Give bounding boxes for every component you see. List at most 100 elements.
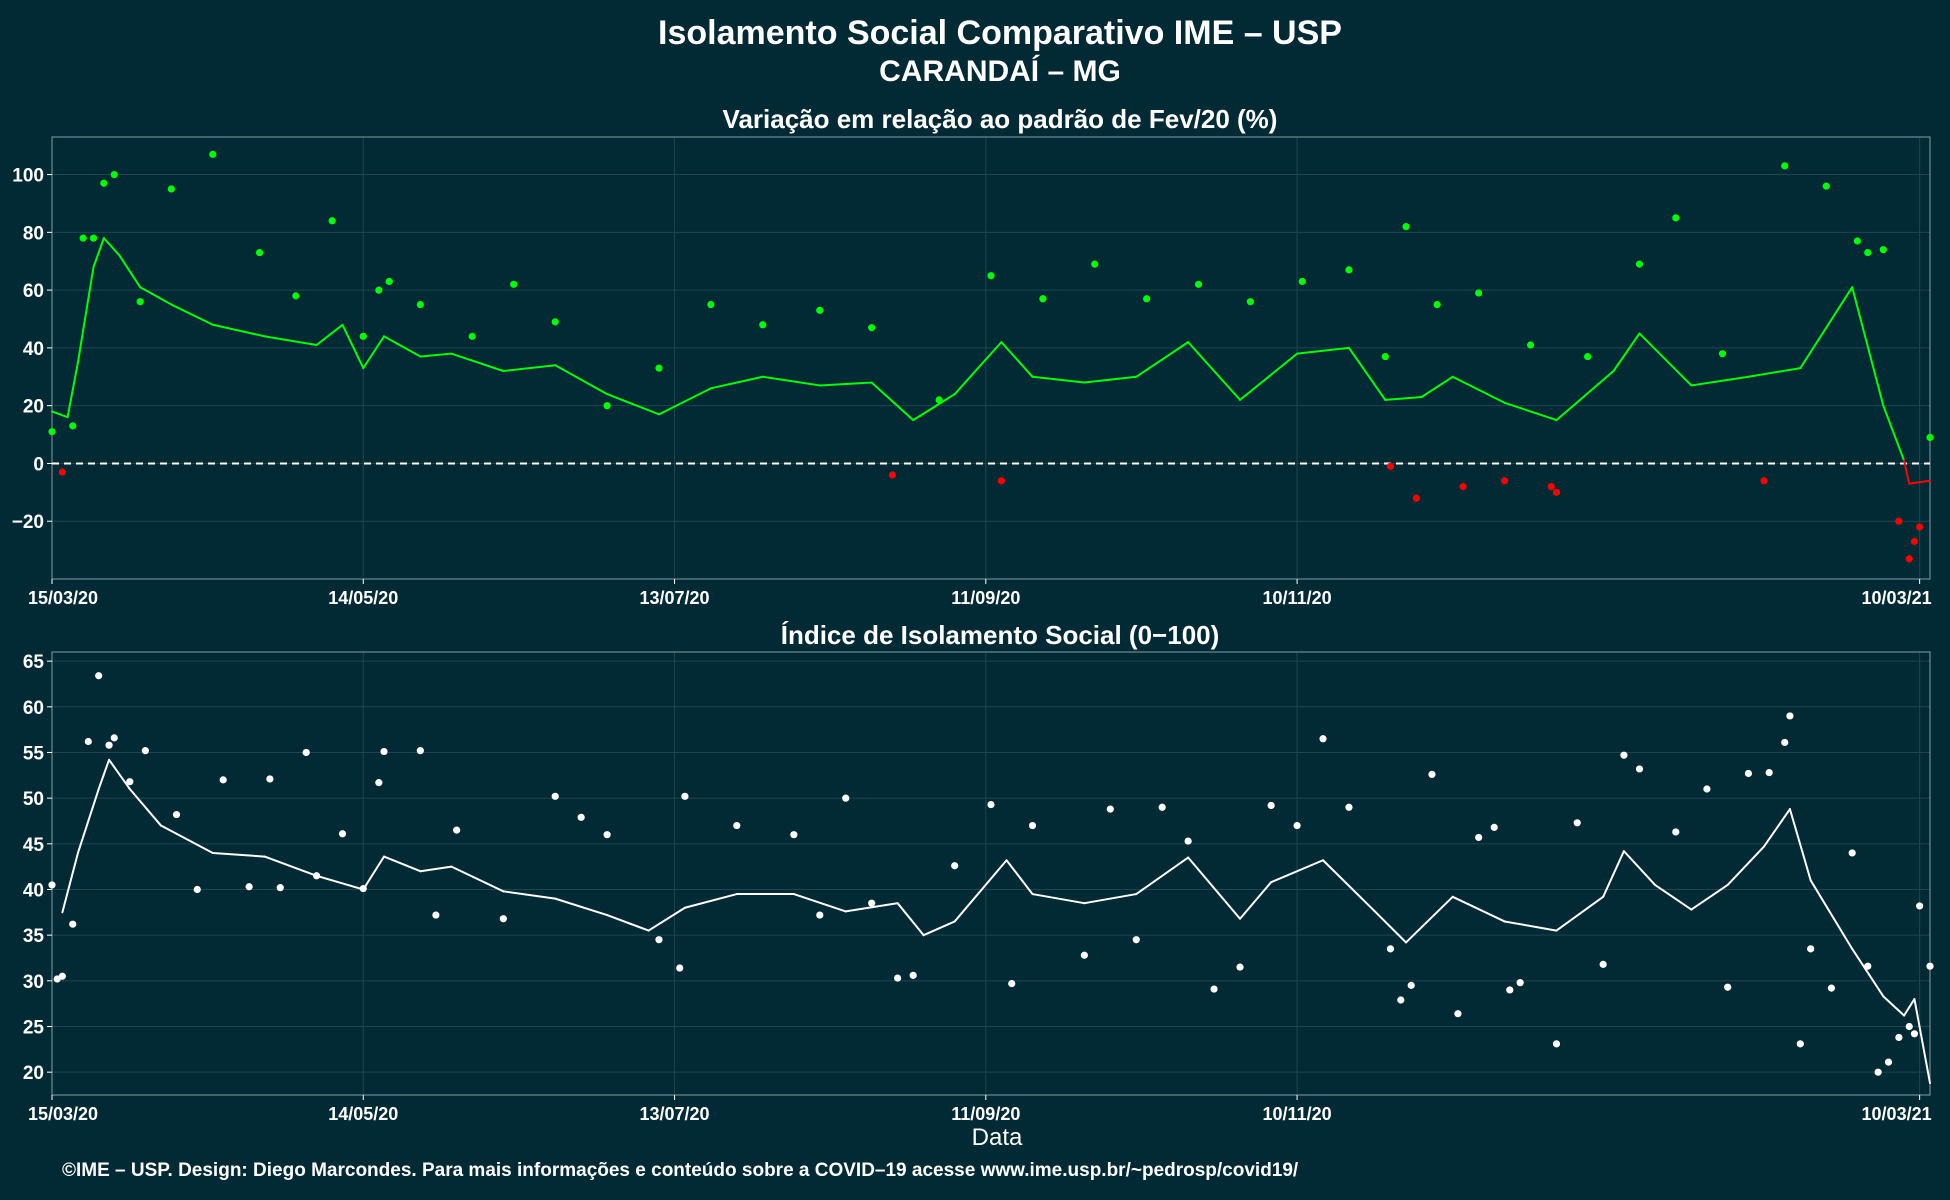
data-point (1879, 246, 1887, 254)
data-point (1744, 769, 1753, 778)
moving-average-segment (1373, 910, 1408, 944)
x-tick-label: 15/03/20 (28, 1104, 98, 1124)
moving-average-segment (1420, 375, 1454, 398)
moving-average-segment (1747, 367, 1802, 378)
data-point (328, 217, 336, 225)
data-point (292, 292, 300, 300)
data-point (868, 899, 876, 907)
moving-average-segment (1083, 375, 1138, 384)
moving-average-segment (647, 906, 686, 932)
data-point (1412, 494, 1421, 502)
moving-average-segment (1270, 859, 1325, 884)
data-point (1433, 300, 1441, 309)
data-point (1475, 289, 1483, 297)
moving-average-segment (792, 893, 847, 913)
x-tick-label: 15/03/20 (28, 588, 98, 608)
data-point (1884, 1058, 1893, 1066)
data-point (894, 974, 902, 982)
data-point (1080, 951, 1088, 959)
moving-average-segment (61, 851, 79, 914)
data-point (359, 332, 367, 340)
variation-panel: −20 0 20 40 60 80 100 15/03/20 14/05/20 13/07/20 1… (12, 136, 1934, 608)
x-tick-label: 14/05/20 (328, 588, 398, 608)
data-point (1397, 996, 1405, 1004)
moving-average-segment (108, 758, 131, 791)
data-point (416, 747, 424, 755)
moving-average-segment (263, 335, 318, 346)
x-tick-label: 11/09/20 (951, 1104, 1020, 1124)
data-point (1039, 295, 1047, 303)
data-point (1386, 462, 1395, 470)
moving-average-segment (383, 335, 422, 358)
data-point (126, 778, 134, 786)
y-tick-label: 60 (23, 698, 44, 719)
moving-average-segment (383, 855, 422, 873)
moving-average-segment (1612, 332, 1641, 372)
data-point (1552, 1040, 1561, 1048)
data-point (707, 300, 715, 309)
moving-average-segment (1882, 995, 1906, 1017)
moving-average-segment (683, 893, 738, 909)
y-tick-label: 20 (23, 1063, 44, 1084)
data-point (1827, 984, 1836, 992)
moving-average-segment (606, 393, 660, 416)
data-point (468, 332, 476, 340)
moving-average-segment (1031, 375, 1086, 384)
plot-frame (51, 136, 1931, 580)
data-point (1293, 821, 1301, 830)
moving-average-segment (128, 788, 162, 827)
moving-average-segment (953, 859, 1008, 923)
data-point (453, 826, 461, 834)
x-tick-label: 14/05/20 (328, 1104, 398, 1124)
moving-average-segment (102, 237, 121, 257)
data-point (1407, 981, 1415, 989)
data-point (1490, 823, 1498, 831)
data-point (1926, 962, 1934, 970)
data-point (1620, 751, 1628, 759)
moving-average-segment (870, 381, 915, 422)
moving-average-segment (76, 266, 95, 364)
data-point (1386, 945, 1395, 953)
moving-average-segment (761, 375, 821, 387)
data-point (1516, 979, 1524, 987)
moving-average-segment (1602, 850, 1625, 898)
data-point (676, 964, 684, 972)
index-panel: 20 25 30 35 40 45 50 55 60 65 15/03/20 14/05/20 13/0… (23, 651, 1934, 1124)
data-point (1895, 1033, 1903, 1042)
moving-average-segment (76, 788, 100, 854)
panel1-title: Variação em relação ao padrão de Fev/20 … (723, 104, 1278, 134)
data-point (1091, 260, 1099, 268)
data-point (1547, 482, 1555, 491)
moving-average-segment (450, 352, 505, 372)
y-tick-label: 50 (23, 789, 44, 810)
data-point (1500, 477, 1509, 485)
data-point (172, 810, 181, 819)
data-point (655, 936, 663, 944)
moving-average-segment (1031, 893, 1086, 905)
data-point (359, 884, 367, 893)
x-tick-label: 10/11/20 (1263, 588, 1332, 608)
y-tick-label: 65 (23, 652, 45, 673)
data-point (1194, 280, 1203, 288)
data-point (1672, 214, 1680, 222)
y-tick-label: 20 (23, 397, 44, 418)
moving-average-segment (1882, 404, 1906, 462)
moving-average-segment (1903, 998, 1916, 1017)
data-point (1402, 222, 1410, 231)
moving-average-segment (1451, 895, 1506, 923)
data-point (1822, 182, 1830, 190)
data-point (1910, 537, 1919, 546)
data-point (89, 234, 98, 242)
data-point (193, 885, 201, 894)
y-tick-label: 40 (23, 339, 44, 360)
x-tick-label: 10/03/21 (1862, 1104, 1932, 1124)
moving-average-segment (606, 914, 650, 932)
moving-average-segment (1083, 893, 1138, 905)
moving-average-segment (1239, 881, 1273, 920)
data-point (842, 794, 850, 802)
data-point (1635, 765, 1644, 773)
data-point (375, 286, 383, 294)
data-point (432, 911, 440, 919)
data-point (1573, 819, 1581, 827)
